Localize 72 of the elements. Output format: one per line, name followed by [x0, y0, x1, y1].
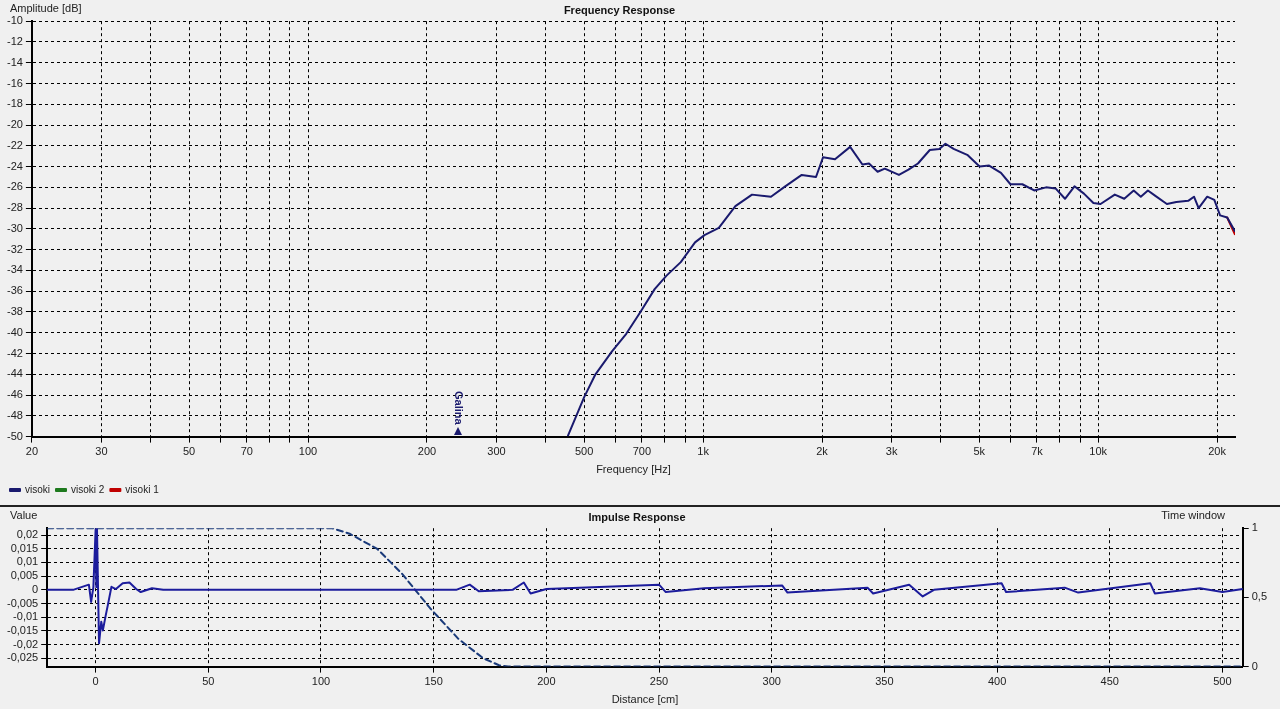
y-tick-label: -18 — [6, 97, 23, 110]
x-tick-label: 20 — [25, 445, 39, 458]
x-tick-label: 700 — [632, 445, 652, 458]
y-tick-label: -0,01 — [13, 610, 39, 623]
y-axis-title: Value — [10, 508, 38, 521]
y-tick-label: -0,025 — [6, 651, 39, 664]
y-tick-label: -12 — [6, 35, 23, 47]
y-tick-label: 0 — [32, 582, 39, 595]
y-tick-label: -22 — [6, 138, 23, 151]
y2-tick-label: 0,5 — [1251, 590, 1268, 603]
x-tick-label: 250 — [649, 675, 669, 688]
x-tick-label: 1k — [697, 445, 710, 458]
x-tick-label: 5k — [973, 445, 986, 458]
x-tick-label: 400 — [987, 675, 1007, 688]
y-tick-label: -44 — [6, 367, 23, 380]
x-tick-label: 500 — [1213, 675, 1232, 688]
x-tick-label: 200 — [417, 445, 437, 458]
chart-title: Impulse Response — [588, 510, 686, 523]
x-tick-label: 20k — [1208, 445, 1227, 458]
x-tick-label: 3k — [885, 445, 898, 458]
y-tick-label: -36 — [6, 284, 23, 297]
y-axis-title: Amplitude [dB] — [10, 1, 82, 14]
x-tick-label: 50 — [182, 445, 196, 458]
x-tick-label: 150 — [424, 675, 443, 688]
y-tick-label: -20 — [6, 118, 23, 131]
y-tick-label: 0,005 — [10, 569, 39, 582]
y-tick-label: -38 — [6, 305, 23, 318]
x-tick-label: 500 — [575, 445, 594, 458]
y2-axis-title: Time window — [1161, 508, 1226, 521]
x-tick-label: 300 — [487, 445, 506, 458]
y-tick-label: -32 — [6, 242, 23, 255]
y-tick-label: -42 — [6, 346, 23, 359]
y-tick-label: -46 — [6, 388, 23, 401]
x-tick-label: 2k — [816, 445, 829, 458]
x-tick-label: 70 — [240, 445, 253, 458]
y-tick-label: -16 — [6, 76, 23, 89]
y-tick-label: 0,015 — [10, 541, 39, 554]
x-tick-label: 7k — [1031, 445, 1044, 458]
y-tick-label: -40 — [6, 325, 23, 338]
x-tick-label: 100 — [298, 445, 318, 458]
y-tick-label: -0,005 — [6, 596, 39, 609]
y-tick-label: -30 — [6, 221, 23, 234]
x-tick-label: 0 — [92, 675, 99, 688]
x-axis-title: Distance [cm] — [611, 693, 679, 706]
chart-title: Frequency Response — [563, 3, 676, 16]
y-tick-label: -48 — [6, 408, 23, 421]
y-tick-label: -28 — [6, 201, 23, 214]
x-tick-label: 200 — [537, 675, 556, 688]
x-axis-title: Frequency [Hz] — [596, 463, 671, 476]
y-tick-label: -26 — [6, 180, 23, 193]
y-tick-label: 0,02 — [16, 528, 39, 541]
y2-tick-label: 0 — [1251, 659, 1258, 672]
y-tick-label: 0,01 — [16, 555, 39, 568]
annotation: Galina — [452, 390, 465, 426]
y-tick-label: -34 — [6, 263, 23, 276]
y-tick-label: -24 — [6, 159, 23, 172]
legend-label: visoki — [25, 483, 51, 495]
x-tick-label: 300 — [762, 675, 781, 688]
y2-tick-label: 1 — [1251, 521, 1258, 534]
x-tick-label: 450 — [1100, 675, 1119, 688]
y-tick-label: -0,02 — [13, 637, 39, 650]
x-tick-label: 50 — [202, 675, 215, 688]
x-tick-label: 100 — [311, 675, 331, 688]
x-tick-label: 350 — [875, 675, 894, 688]
y-tick-label: -14 — [6, 55, 23, 68]
legend-label: visoki 2 — [71, 483, 105, 495]
y-tick-label: -0,015 — [6, 624, 39, 636]
y-tick-label: -50 — [6, 429, 23, 442]
x-tick-label: 30 — [95, 445, 108, 458]
y-tick-label: -10 — [6, 14, 23, 27]
legend-label: visoki 1 — [125, 483, 160, 495]
x-tick-label: 10k — [1089, 445, 1108, 458]
